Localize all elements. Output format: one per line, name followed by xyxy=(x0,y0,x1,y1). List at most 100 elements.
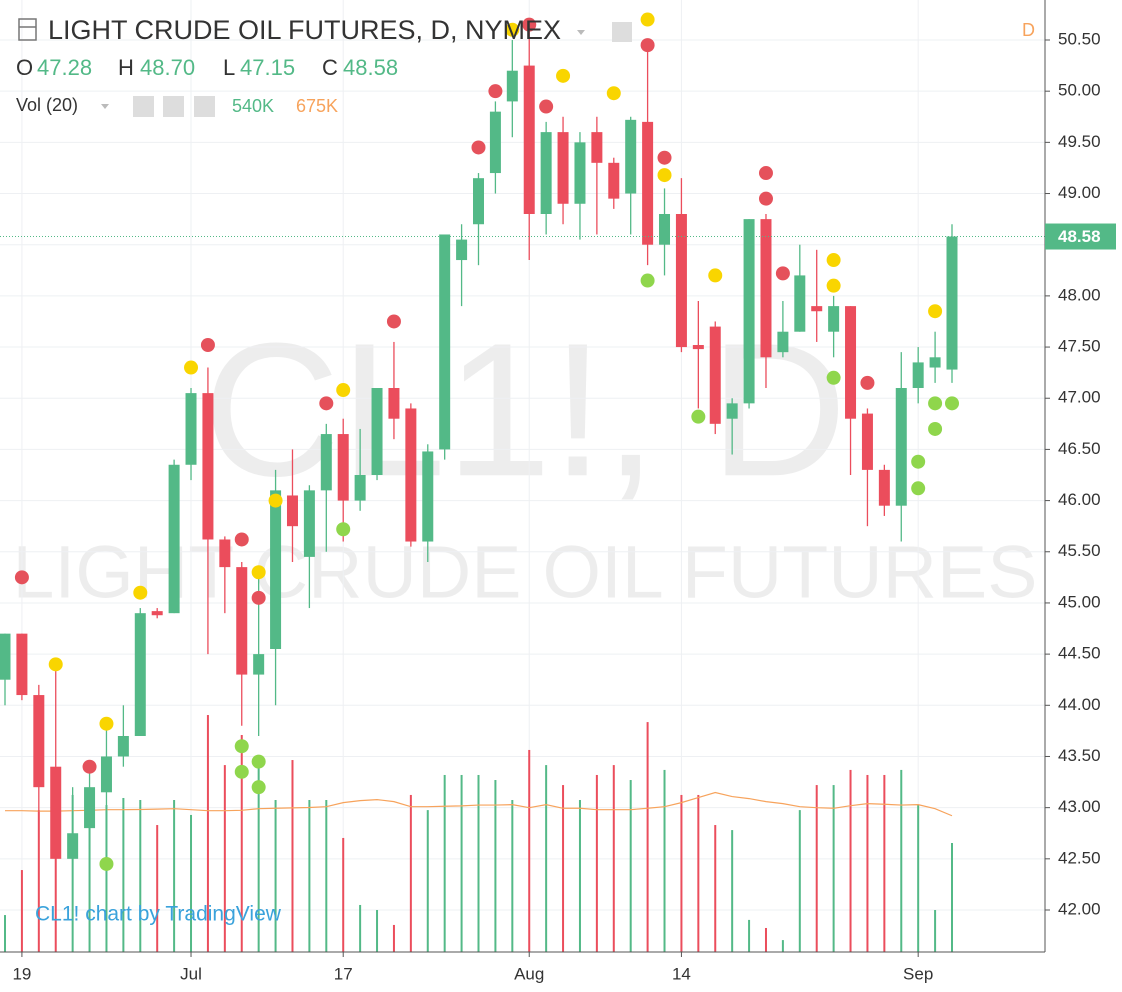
signal-dot xyxy=(234,532,249,547)
volume-bar xyxy=(54,830,57,952)
price-axis-bg xyxy=(1045,0,1122,992)
candle-body xyxy=(50,766,62,859)
candle-body xyxy=(253,654,265,675)
signal-dot xyxy=(911,481,926,496)
candle-body xyxy=(861,413,873,470)
signal-dot xyxy=(539,99,554,114)
last-price-badge xyxy=(1045,223,1116,250)
signal-dot xyxy=(826,370,841,385)
volume-icon xyxy=(133,96,154,117)
volume-bar xyxy=(240,735,243,952)
candle-body xyxy=(540,132,552,214)
signal-dot xyxy=(657,168,672,183)
candle-body xyxy=(456,239,468,261)
y-tick-label: 44.00 xyxy=(1058,695,1101,714)
signal-dot xyxy=(758,166,773,181)
candle-body xyxy=(371,388,383,475)
volume-icon xyxy=(194,96,215,117)
candle-body xyxy=(270,490,282,649)
candle-body xyxy=(236,567,248,675)
signal-dot xyxy=(708,268,723,283)
volume-bar xyxy=(578,800,581,952)
volume-bar xyxy=(900,769,903,952)
ohlc-legend: O xyxy=(16,55,33,80)
y-tick-label: 45.50 xyxy=(1058,541,1101,560)
signal-dot xyxy=(336,383,351,398)
candle-body xyxy=(134,613,146,736)
volume-bar xyxy=(528,749,531,952)
volume-bar xyxy=(764,927,767,952)
volume-bar xyxy=(595,774,598,952)
chart-title: LIGHT CRUDE OIL FUTURES, D, NYMEX xyxy=(48,15,561,45)
candle-body xyxy=(219,539,231,568)
signal-dot xyxy=(268,493,283,508)
y-tick-label: 48.00 xyxy=(1058,285,1101,304)
candle-body xyxy=(439,234,451,450)
signal-dot xyxy=(505,22,520,37)
signal-dot xyxy=(386,314,401,329)
volume-bar xyxy=(105,805,108,952)
volume-bar xyxy=(156,825,159,952)
y-tick-label: 50.50 xyxy=(1058,29,1101,48)
candle-body xyxy=(422,451,434,542)
candle-body xyxy=(929,357,941,368)
volume-bar xyxy=(883,774,886,952)
candle-body xyxy=(709,326,721,424)
y-tick-label: 49.00 xyxy=(1058,183,1101,202)
candle-body xyxy=(946,236,958,370)
volume-bar xyxy=(173,800,176,952)
volume-bar xyxy=(190,814,193,952)
candle-body xyxy=(506,70,518,102)
volume-bar xyxy=(122,797,125,952)
candle-body xyxy=(33,695,45,788)
y-tick-label: 42.50 xyxy=(1058,848,1101,867)
signal-dot xyxy=(640,12,655,27)
volume-bar xyxy=(37,810,40,952)
signal-dot xyxy=(640,38,655,53)
y-tick-label: 47.50 xyxy=(1058,337,1101,356)
signal-dot xyxy=(928,304,943,319)
signal-dot xyxy=(14,570,29,585)
volume-bar xyxy=(934,910,937,952)
signal-dot xyxy=(826,253,841,268)
signal-dot xyxy=(471,140,486,155)
ohlc-legend: C xyxy=(322,55,338,80)
candle-body xyxy=(473,178,484,225)
y-tick-label: 49.50 xyxy=(1058,132,1101,151)
signal-dot xyxy=(251,565,266,580)
volume-bar xyxy=(223,765,226,952)
signal-dot xyxy=(48,657,63,672)
signal-dot xyxy=(251,590,266,605)
candle-body xyxy=(489,111,501,174)
volume-bar xyxy=(511,800,514,952)
signal-dot xyxy=(826,278,841,293)
volume-icon xyxy=(163,96,184,117)
candle-body xyxy=(100,756,112,793)
volume-bar xyxy=(342,837,345,952)
candle-body xyxy=(117,736,129,757)
signal-dot xyxy=(488,84,503,99)
volume-bar xyxy=(866,774,869,952)
candle-body xyxy=(185,393,197,465)
candle-body xyxy=(286,495,298,527)
signal-dot xyxy=(336,522,351,537)
y-tick-label: 43.50 xyxy=(1058,746,1101,765)
credit: CL1! chart by TradingView xyxy=(35,903,282,926)
y-tick-label: 42.00 xyxy=(1058,899,1101,918)
volume-bar xyxy=(139,800,142,952)
candle-body xyxy=(794,275,806,332)
candle-body xyxy=(828,306,840,332)
x-tick-label: Aug xyxy=(514,964,544,983)
signal-dot xyxy=(99,856,114,871)
candle-body xyxy=(591,132,603,163)
volume-title: Vol (20) xyxy=(16,95,78,115)
volume-bar xyxy=(392,924,395,952)
volume-bar xyxy=(409,794,412,952)
candle-body xyxy=(67,833,79,859)
volume-bar xyxy=(325,800,328,952)
signal-dot xyxy=(200,338,215,353)
volume-bar xyxy=(951,843,953,952)
volume-bar xyxy=(88,805,91,952)
candle-body xyxy=(692,345,704,350)
volume-bar xyxy=(274,800,277,952)
